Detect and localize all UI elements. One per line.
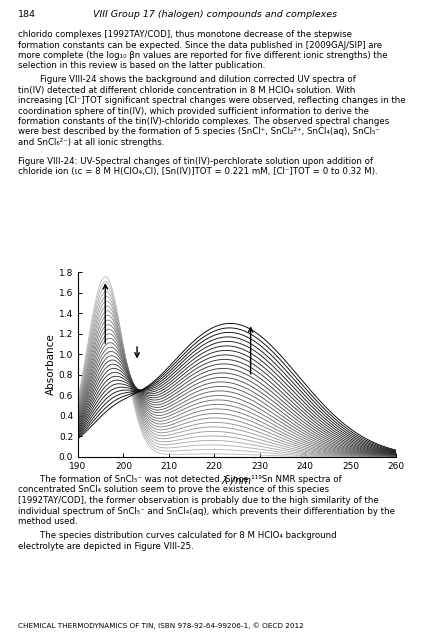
Y-axis label: Absorbance: Absorbance: [46, 333, 56, 396]
Text: tin(IV) detected at different chloride concentration in 8 M HClO₄ solution. With: tin(IV) detected at different chloride c…: [18, 86, 355, 95]
Text: selection in this review is based on the latter publication.: selection in this review is based on the…: [18, 61, 265, 70]
Text: increasing [Cl⁻]TOT significant spectral changes were observed, reflecting chang: increasing [Cl⁻]TOT significant spectral…: [18, 96, 405, 105]
Text: formation constants of the tin(IV)-chlorido complexes. The observed spectral cha: formation constants of the tin(IV)-chlor…: [18, 117, 388, 126]
Text: and SnCl₆²⁻) at all ionic strengths.: and SnCl₆²⁻) at all ionic strengths.: [18, 138, 164, 147]
Text: more complete (the log₁₀ βn values are reported for five different ionic strengt: more complete (the log₁₀ βn values are r…: [18, 51, 387, 60]
Text: [1992TAY/COD], the former observation is probably due to the high similarity of : [1992TAY/COD], the former observation is…: [18, 496, 378, 505]
Text: chloride ion (ιc = 8 M H(ClO₄,Cl), [Sn(IV)]TOT = 0.221 mM, [Cl⁻]TOT = 0 to 0.32 : chloride ion (ιc = 8 M H(ClO₄,Cl), [Sn(I…: [18, 167, 377, 176]
Text: concentrated SnCl₄ solution seem to prove the existence of this species: concentrated SnCl₄ solution seem to prov…: [18, 486, 329, 495]
Text: were best described by the formation of 5 species (SnCl⁺, SnCl₂²⁺, SnCl₄(aq), Sn: were best described by the formation of …: [18, 127, 379, 136]
Text: coordination sphere of tin(IV), which provided sufficient information to derive : coordination sphere of tin(IV), which pr…: [18, 106, 368, 115]
Text: The formation of SnCl₅⁻ was not detected. Since ¹¹⁹Sn NMR spectra of: The formation of SnCl₅⁻ was not detected…: [18, 475, 341, 484]
Text: CHEMICAL THERMODYNAMICS OF TIN, ISBN 978-92-64-99206-1, © OECD 2012: CHEMICAL THERMODYNAMICS OF TIN, ISBN 978…: [18, 622, 303, 628]
Text: method used.: method used.: [18, 517, 77, 526]
Text: individual spectrum of SnCl₅⁻ and SnCl₄(aq), which prevents their differentiatio: individual spectrum of SnCl₅⁻ and SnCl₄(…: [18, 506, 394, 515]
Text: Figure VIII-24: UV-Spectral changes of tin(IV)-perchlorate solution upon additio: Figure VIII-24: UV-Spectral changes of t…: [18, 157, 372, 166]
Text: formation constants can be expected. Since the data published in [2009GAJ/SIP] a: formation constants can be expected. Sin…: [18, 40, 381, 49]
Text: 184: 184: [18, 10, 36, 19]
Text: The species distribution curves calculated for 8 M HClO₄ background: The species distribution curves calculat…: [18, 531, 336, 541]
Text: VIII Group 17 (halogen) compounds and complexes: VIII Group 17 (halogen) compounds and co…: [93, 10, 336, 19]
Text: chlorido complexes [1992TAY/COD], thus monotone decrease of the stepwise: chlorido complexes [1992TAY/COD], thus m…: [18, 30, 351, 39]
X-axis label: $\lambda$ /nm: $\lambda$ /nm: [221, 474, 252, 486]
Text: electrolyte are depicted in Figure VIII-25.: electrolyte are depicted in Figure VIII-…: [18, 542, 194, 551]
Text: Figure VIII-24 shows the background and dilution corrected UV spectra of: Figure VIII-24 shows the background and …: [18, 75, 355, 84]
